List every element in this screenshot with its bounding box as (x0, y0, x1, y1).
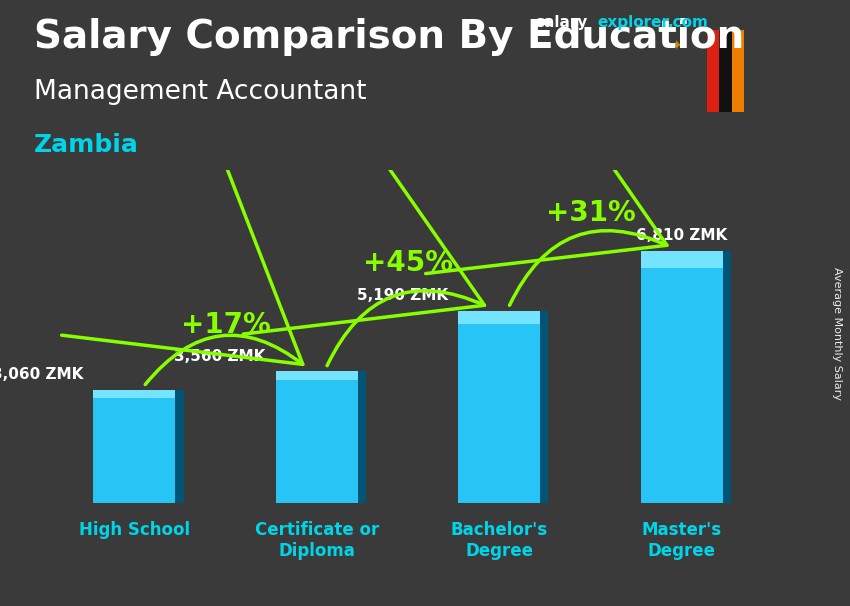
Bar (358, 371, 366, 503)
Text: +45%: +45% (363, 248, 453, 277)
Text: Average Monthly Salary: Average Monthly Salary (832, 267, 842, 400)
Text: 3,560 ZMK: 3,560 ZMK (174, 348, 266, 364)
FancyArrowPatch shape (61, 138, 303, 385)
Text: 3,060 ZMK: 3,060 ZMK (0, 367, 83, 382)
Bar (722, 251, 731, 503)
Bar (94, 390, 175, 503)
Text: 6,810 ZMK: 6,810 ZMK (636, 228, 728, 244)
Text: Certificate or
Diploma: Certificate or Diploma (255, 522, 379, 561)
Bar (541, 311, 548, 503)
Text: salary: salary (536, 15, 588, 30)
Bar (732, 30, 744, 112)
Text: Bachelor's
Degree: Bachelor's Degree (450, 522, 547, 561)
FancyArrowPatch shape (426, 45, 667, 305)
Text: 5,190 ZMK: 5,190 ZMK (357, 288, 448, 304)
Bar (275, 371, 358, 503)
Bar (175, 390, 184, 503)
Text: explorer: explorer (598, 15, 670, 30)
Bar (707, 30, 719, 112)
Text: ✦: ✦ (671, 39, 683, 54)
Text: Master's
Degree: Master's Degree (642, 522, 722, 561)
Bar (641, 251, 722, 268)
Text: +31%: +31% (546, 199, 635, 227)
Text: Salary Comparison By Education: Salary Comparison By Education (34, 18, 745, 56)
Bar (641, 251, 722, 503)
Text: High School: High School (79, 522, 190, 539)
FancyArrowPatch shape (243, 106, 484, 365)
Bar (458, 311, 541, 503)
Bar (458, 311, 541, 324)
Text: +17%: +17% (181, 311, 270, 339)
Text: Management Accountant: Management Accountant (34, 79, 366, 105)
Bar (94, 390, 175, 398)
Bar (275, 371, 358, 381)
Text: .com: .com (667, 15, 708, 30)
Text: Zambia: Zambia (34, 133, 139, 158)
Bar (719, 30, 732, 112)
